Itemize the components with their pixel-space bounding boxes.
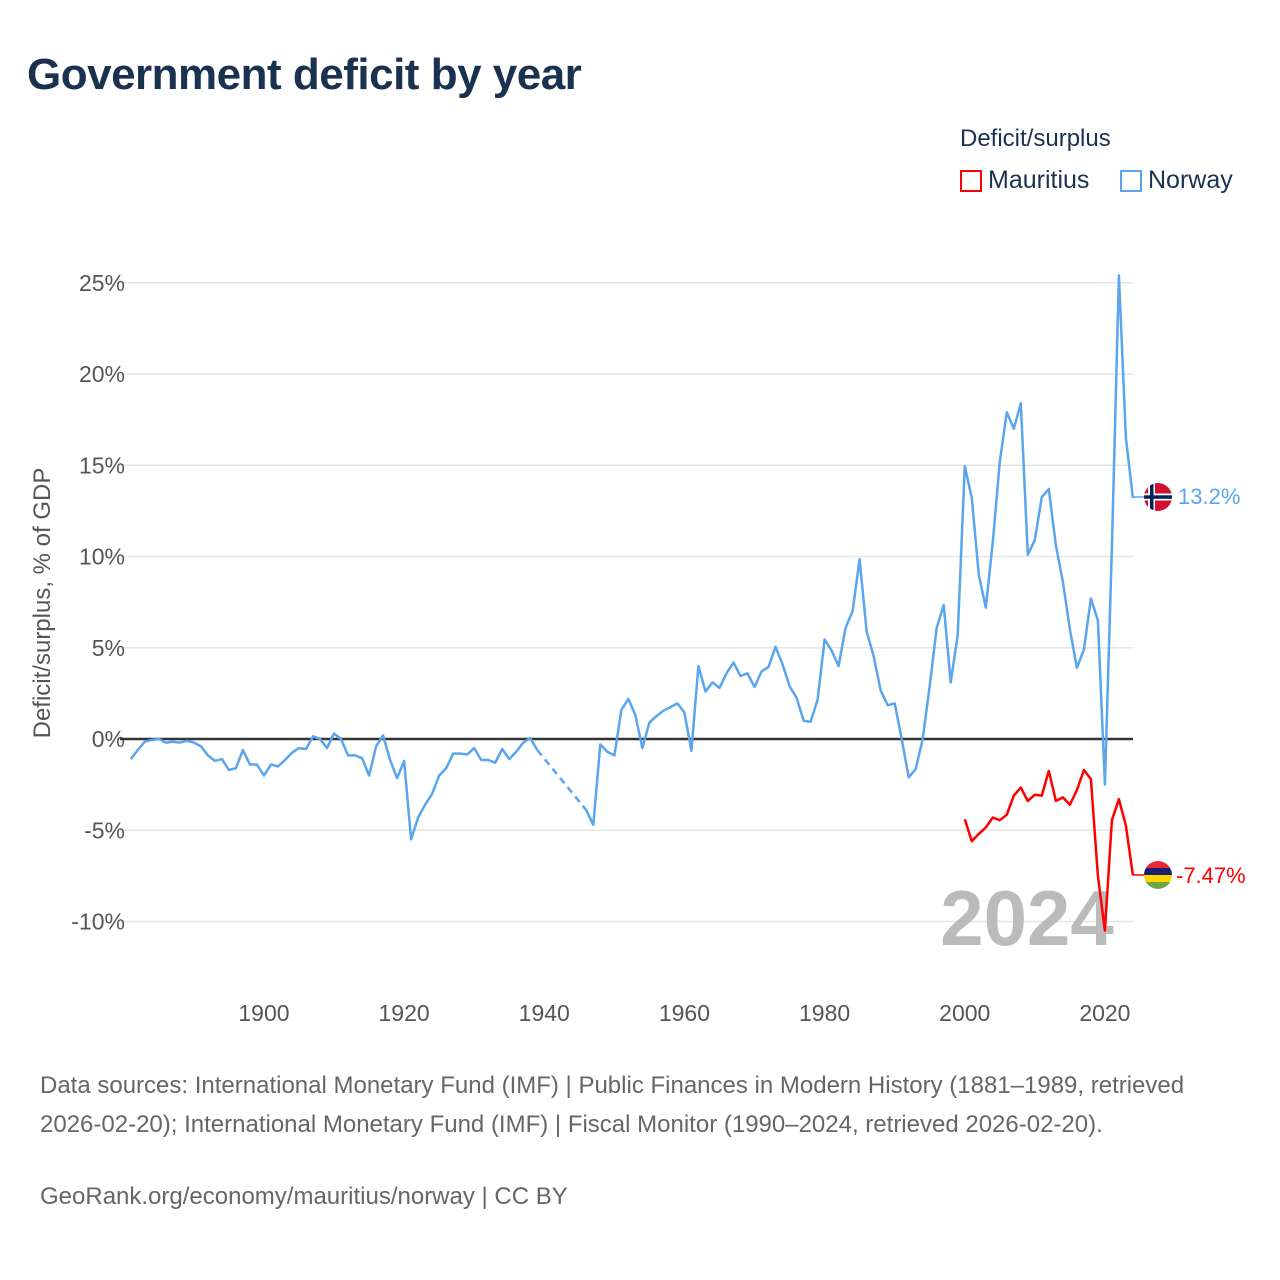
- y-axis-ticks: 25% 20% 15% 10% 5% 0% -5% -10%: [71, 270, 125, 935]
- y-tick-label: 25%: [79, 270, 125, 296]
- watermark-year: 2024: [940, 874, 1114, 962]
- norway-end-marker[interactable]: 13.2%: [1133, 483, 1240, 511]
- series-mauritius[interactable]: [963, 768, 1135, 932]
- x-tick-label: 2020: [1079, 1000, 1130, 1026]
- x-tick-label: 1960: [659, 1000, 710, 1026]
- y-tick-label: 10%: [79, 544, 125, 570]
- norway-missing-data-line: [536, 749, 588, 811]
- x-tick-label: 1980: [799, 1000, 850, 1026]
- norway-end-label: 13.2%: [1178, 484, 1240, 509]
- chart-title: Government deficit by year: [27, 50, 582, 99]
- norway-flag-icon: [1144, 483, 1172, 511]
- y-tick-label: 15%: [79, 452, 125, 478]
- x-tick-label: 1920: [379, 1000, 430, 1026]
- norway-line: [129, 732, 539, 841]
- legend-swatch-norway: [1120, 169, 1142, 192]
- legend-label-mauritius: Mauritius: [988, 166, 1090, 194]
- y-tick-label: 5%: [92, 635, 125, 661]
- mauritius-end-marker[interactable]: -7.47%: [1133, 861, 1246, 889]
- legend-item-norway[interactable]: Norway: [1120, 166, 1233, 195]
- legend-swatch-mauritius: [960, 169, 982, 192]
- legend-item-mauritius[interactable]: Mauritius: [960, 166, 1089, 195]
- y-tick-label: 20%: [79, 361, 125, 387]
- x-tick-label: 2000: [939, 1000, 990, 1026]
- x-tick-label: 1940: [519, 1000, 570, 1026]
- line-chart: 25% 20% 15% 10% 5% 0% -5% -10% 1900 1920 1940 1960…: [29, 270, 1246, 1026]
- x-tick-label: 1900: [238, 1000, 289, 1026]
- credit-link[interactable]: GeoRank.org/economy/mauritius/norway | C…: [40, 1183, 568, 1210]
- series-lines: [129, 274, 1135, 932]
- y-axis-label: Deficit/surplus, % of GDP: [29, 468, 56, 739]
- mauritius-flag-icon: [1144, 861, 1172, 889]
- legend-label-norway: Norway: [1148, 166, 1233, 194]
- y-tick-label: -5%: [84, 817, 125, 843]
- series-norway[interactable]: [129, 274, 1135, 841]
- data-sources: Data sources: International Monetary Fun…: [40, 1072, 1185, 1138]
- mauritius-end-label: -7.47%: [1176, 863, 1246, 888]
- y-tick-label: 0%: [92, 726, 125, 752]
- x-axis-ticks: 1900 1920 1940 1960 1980 2000 2020: [238, 1000, 1130, 1026]
- norway-line: [585, 274, 1135, 827]
- mauritius-line: [963, 768, 1135, 932]
- gridlines: [120, 282, 1133, 923]
- legend-title: Deficit/surplus: [960, 125, 1111, 152]
- y-tick-label: -10%: [71, 909, 125, 935]
